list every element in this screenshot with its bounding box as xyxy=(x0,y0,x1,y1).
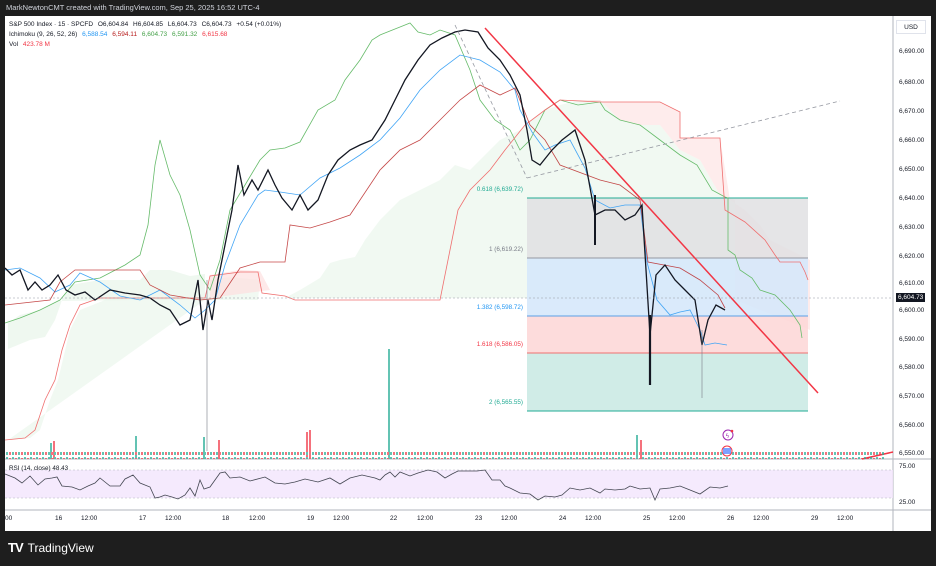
price-tick: 6,640.00 xyxy=(899,195,925,202)
rsi-tick-lower: 25.00 xyxy=(899,499,916,506)
time-tick: 24 xyxy=(559,515,567,522)
ichimoku-conversion-line xyxy=(4,54,728,346)
price-tick: 6,620.00 xyxy=(899,253,925,260)
legend-ichimoku-row[interactable]: Ichimoku (9, 26, 52, 26) 6,588.54 6,594.… xyxy=(9,30,284,40)
ohlc-change: +0.54 (+0.01%) xyxy=(236,21,282,28)
symbol-name: S&P 500 Index · 15 · SPCFD xyxy=(9,21,94,28)
last-price-label: 6,604.73 xyxy=(896,293,926,302)
price-tick: 6,680.00 xyxy=(899,79,925,86)
time-tick: 25 xyxy=(643,515,651,522)
ichimoku-span-a xyxy=(4,22,803,339)
ohlc-close: C6,604.73 xyxy=(201,21,232,28)
time-tick: 12:00 xyxy=(417,515,434,522)
fib-label-0618: 0.618 (6,639.72) xyxy=(476,186,523,193)
rsi-band xyxy=(5,470,893,498)
time-tick: 17 xyxy=(139,515,147,522)
time-tick: 23 xyxy=(475,515,483,522)
rsi-tick-upper: 75.00 xyxy=(899,463,916,470)
tradingview-branding: TV TradingView xyxy=(8,540,94,555)
time-tick: 19 xyxy=(307,515,315,522)
time-tick: 12:00 xyxy=(333,515,350,522)
ichimoku-span-b-value: 6,615.68 xyxy=(202,31,228,38)
rsi-line xyxy=(4,469,729,502)
price-tick: 6,600.00 xyxy=(899,307,925,314)
fib-label-1: 1 (6,619.22) xyxy=(489,246,523,253)
candlesticks xyxy=(4,29,726,451)
time-tick: 12:00 xyxy=(501,515,518,522)
price-tick: 6,660.00 xyxy=(899,137,925,144)
legend-volume-row[interactable]: Vol 423.78 M xyxy=(9,40,284,50)
price-tick: 6,670.00 xyxy=(899,108,925,115)
time-tick: 18 xyxy=(222,515,230,522)
time-tick: 12:00 xyxy=(669,515,686,522)
time-tick: 12:00 xyxy=(585,515,602,522)
rsi-value: 48.43 xyxy=(52,465,69,472)
chart-legend: S&P 500 Index · 15 · SPCFD O6,604.84 H6,… xyxy=(9,20,284,50)
ichimoku-base-value: 6,594.11 xyxy=(112,31,138,38)
fib-label-1382: 1.382 (6,598.72) xyxy=(476,304,523,311)
ohlc-high: H6,604.85 xyxy=(133,21,164,28)
ichimoku-lagging-value: 6,604.73 xyxy=(141,31,168,38)
price-tick: 6,570.00 xyxy=(899,393,925,400)
ichimoku-conversion-value: 6,588.54 xyxy=(82,31,108,38)
price-tick: 6,650.00 xyxy=(899,166,925,173)
price-tick: 6,610.00 xyxy=(899,280,925,287)
brand-name: TradingView xyxy=(27,540,94,555)
currency-label[interactable]: USD xyxy=(896,20,926,34)
dashed-projection-line xyxy=(526,100,841,179)
ohlc-open: O6,604.84 xyxy=(97,21,129,28)
volume-value: 423.78 M xyxy=(22,41,50,48)
ichimoku-span-a-value: 6,591.32 xyxy=(172,31,198,38)
time-tick: 12:00 xyxy=(81,515,98,522)
rsi-legend[interactable]: RSI (14, close) 48.43 xyxy=(9,465,68,472)
ichimoku-base-line xyxy=(4,84,726,309)
price-tick: 6,630.00 xyxy=(899,224,925,231)
time-tick: 22 xyxy=(390,515,398,522)
time-tick: 12:00 xyxy=(753,515,770,522)
event-icons[interactable]: ϟ xyxy=(721,429,734,457)
price-tick: 6,560.00 xyxy=(899,422,925,429)
time-tick: 00 xyxy=(5,515,13,522)
ichimoku-span-b xyxy=(4,99,809,441)
time-tick: 12:00 xyxy=(249,515,266,522)
price-tick: 6,580.00 xyxy=(899,364,925,371)
volume-bars xyxy=(5,349,885,459)
time-tick: 26 xyxy=(727,515,735,522)
price-tick: 6,550.00 xyxy=(899,450,925,457)
price-tick: 6,590.00 xyxy=(899,336,925,343)
fib-label-2: 2 (6,565.55) xyxy=(489,399,523,406)
fib-label-1618: 1.618 (6,586.05) xyxy=(476,341,523,348)
chart-caption: MarkNewtonCMT created with TradingView.c… xyxy=(0,0,936,16)
time-tick: 16 xyxy=(55,515,63,522)
volume-label: Vol xyxy=(9,41,19,48)
time-tick: 29 xyxy=(811,515,819,522)
ohlc-low: L6,604.73 xyxy=(167,21,197,28)
time-tick: 12:00 xyxy=(165,515,182,522)
price-tick: 6,690.00 xyxy=(899,48,925,55)
ichimoku-label: Ichimoku (9, 26, 52, 26) xyxy=(9,31,78,38)
tradingview-logo-icon: TV xyxy=(8,540,24,555)
svg-text:ϟ: ϟ xyxy=(726,433,730,440)
time-tick: 12:00 xyxy=(837,515,854,522)
fibonacci-extension[interactable] xyxy=(527,197,808,412)
rsi-label: RSI (14, close) xyxy=(9,465,51,472)
downtrend-line[interactable] xyxy=(484,27,819,394)
dashed-fib-anchor-line xyxy=(454,24,528,179)
legend-symbol-row[interactable]: S&P 500 Index · 15 · SPCFD O6,604.84 H6,… xyxy=(9,20,284,30)
